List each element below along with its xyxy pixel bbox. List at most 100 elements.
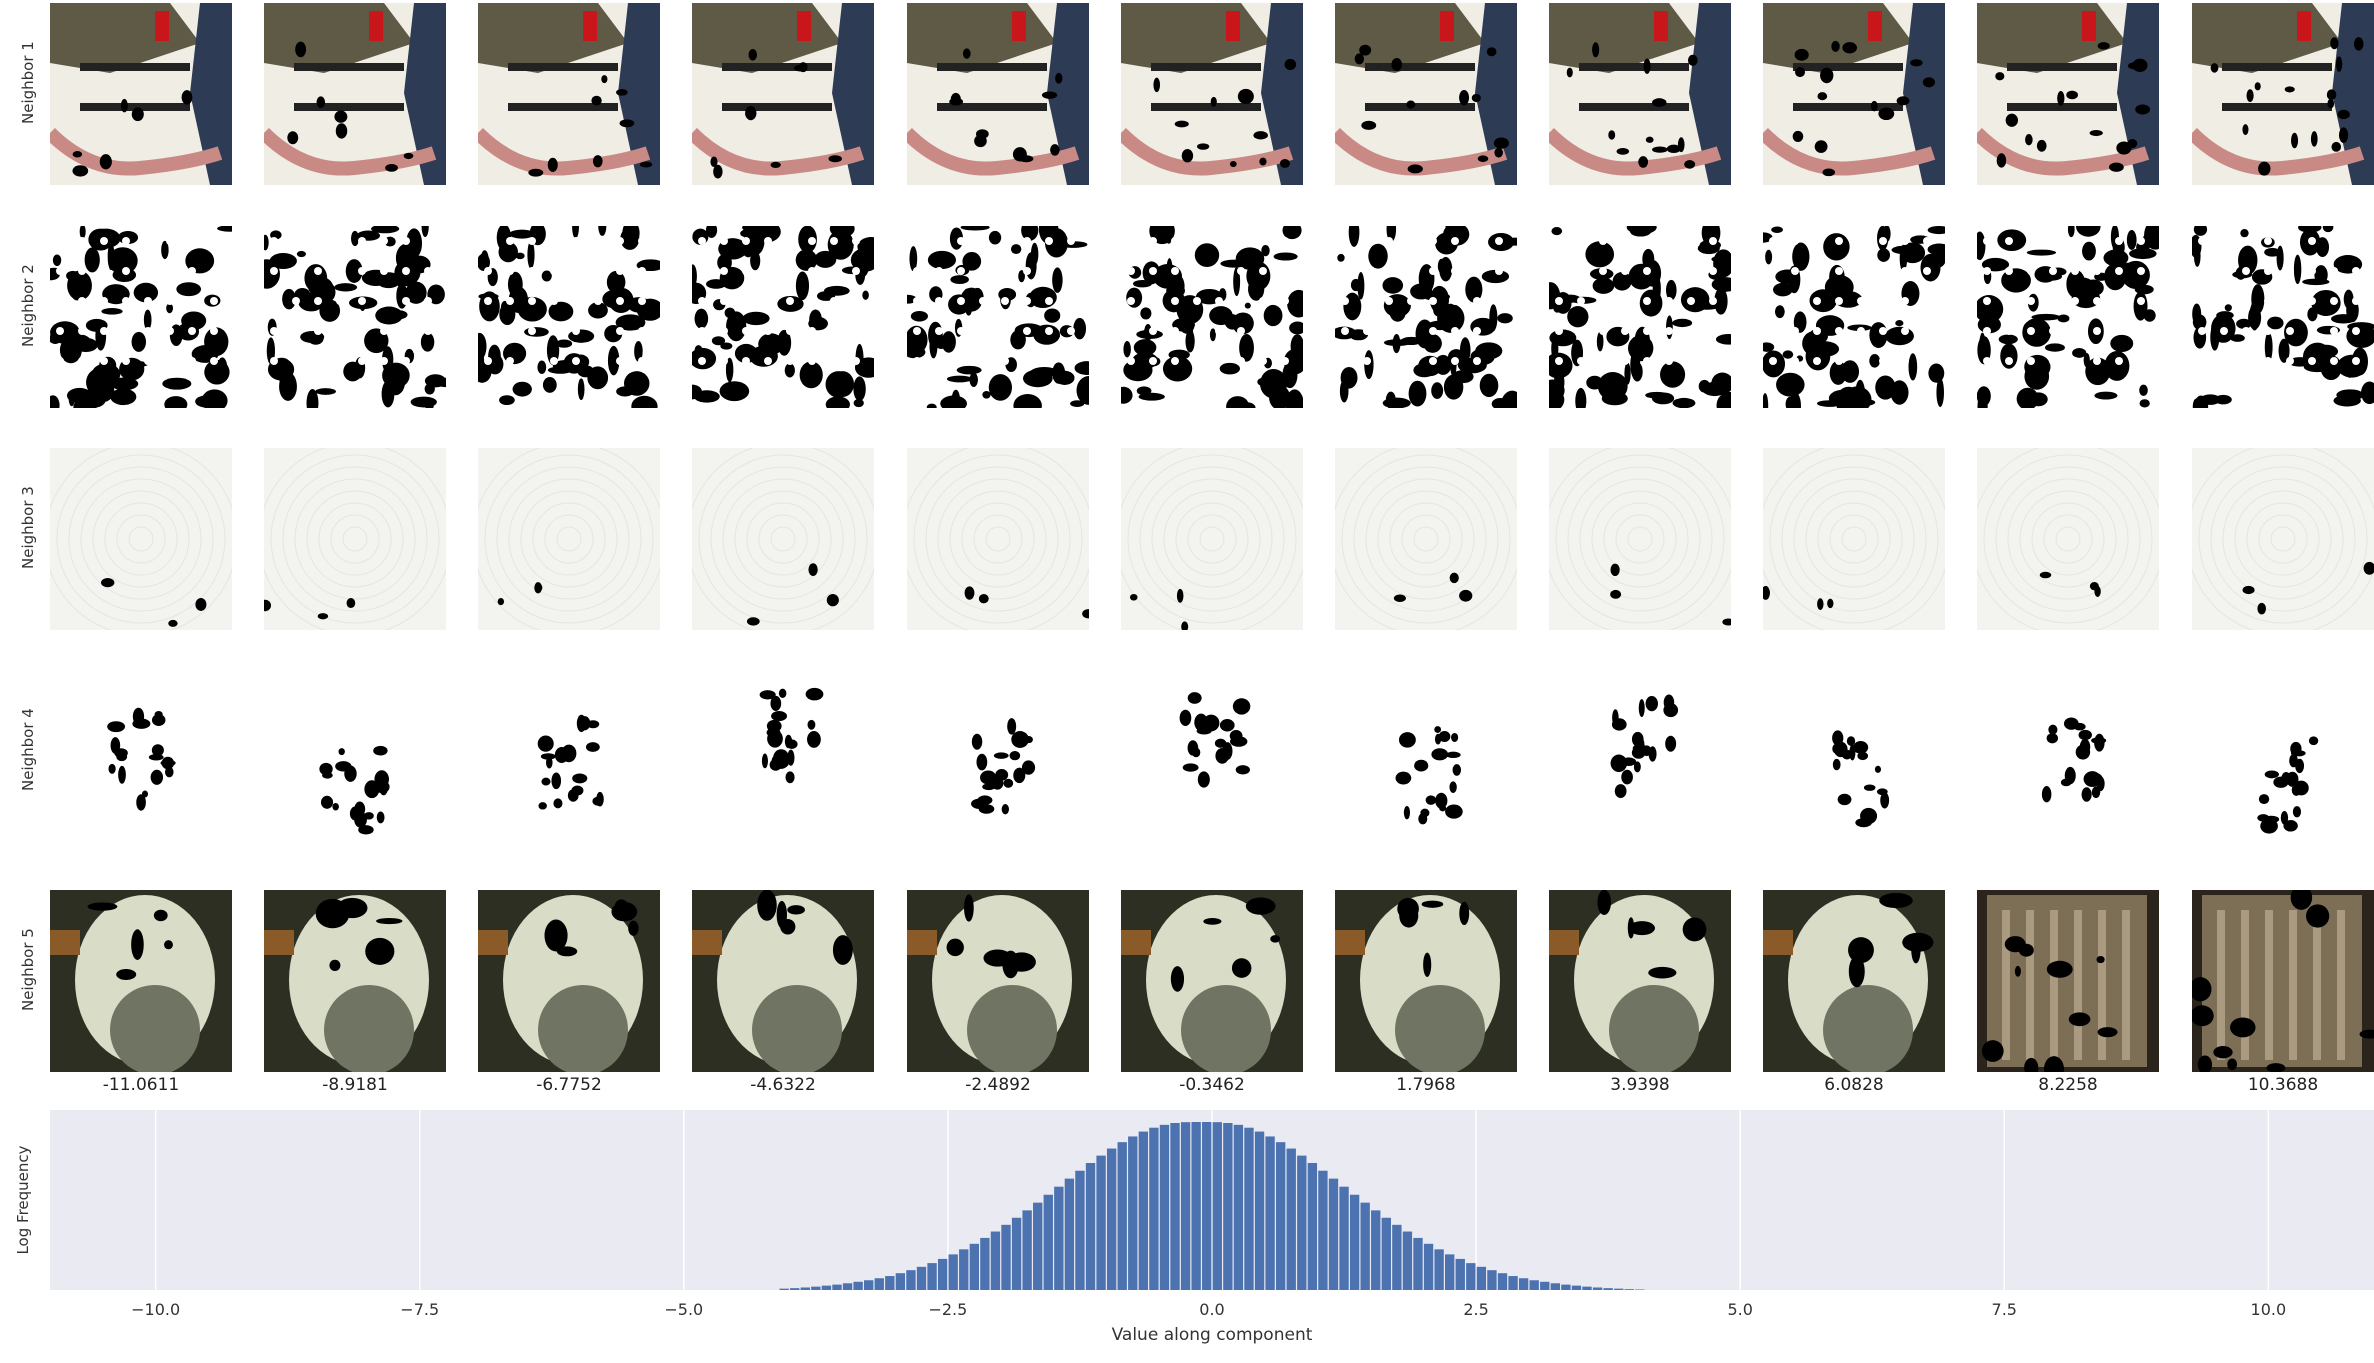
histogram-x-ticks: −10.0 −7.5 −5.0 −2.5 0.0 2.5 5.0 7.5 10.0 xyxy=(131,1300,2286,1319)
blot-pattern-icon xyxy=(50,226,232,408)
histogram-bar xyxy=(1202,1122,1212,1290)
blot-pattern-icon xyxy=(264,226,446,408)
dog-photo-icon xyxy=(1335,890,1517,1072)
histogram-bar xyxy=(1138,1131,1149,1290)
histogram-bar xyxy=(1275,1142,1286,1290)
histogram-bar xyxy=(1096,1155,1106,1290)
histogram-bar xyxy=(1075,1170,1085,1290)
histogram-bar xyxy=(1297,1155,1307,1290)
row-label: Neighbor 1 xyxy=(19,41,37,124)
cooking-photo-icon xyxy=(1121,3,1303,185)
histogram-bar xyxy=(1022,1210,1032,1290)
paper-texture-icon xyxy=(692,448,874,630)
histogram-bar xyxy=(1402,1231,1413,1290)
histogram-bar xyxy=(1244,1127,1254,1290)
x-tick-label: −7.5 xyxy=(400,1300,439,1319)
histogram-bar xyxy=(1233,1124,1244,1290)
column-value-label: 3.9398 xyxy=(1610,1075,1670,1095)
sparse-blot-icon xyxy=(50,670,232,852)
histogram-bar xyxy=(1540,1281,1550,1290)
histogram-bar xyxy=(1550,1283,1560,1290)
histogram-bar xyxy=(1349,1194,1360,1290)
histogram-bar xyxy=(1434,1249,1444,1290)
histogram-bar xyxy=(1445,1254,1455,1290)
sparse-blot-icon xyxy=(1335,670,1517,852)
paper-texture-icon xyxy=(1763,448,1945,630)
sparse-blot-icon xyxy=(1549,670,1731,852)
histogram-bar xyxy=(1423,1243,1434,1290)
histogram-bar xyxy=(1360,1202,1370,1290)
x-tick-label: −2.5 xyxy=(928,1300,967,1319)
histogram-bar xyxy=(980,1237,990,1290)
column-value-label: -0.3462 xyxy=(1179,1075,1245,1095)
y-axis-label: Log Frequency xyxy=(14,1145,32,1254)
blot-pattern-icon xyxy=(692,226,874,408)
x-tick-label: 7.5 xyxy=(1992,1300,2017,1319)
dog-photo-icon xyxy=(692,890,874,1072)
histogram-bar xyxy=(853,1281,863,1290)
histogram-bar xyxy=(1614,1288,1624,1290)
blot-pattern-icon xyxy=(1977,226,2159,408)
paper-texture-icon xyxy=(1549,448,1731,630)
sparse-blot-icon xyxy=(1977,670,2159,852)
histogram-bar xyxy=(832,1284,842,1290)
column-value-label: -4.6322 xyxy=(750,1075,816,1095)
histogram-bar xyxy=(1508,1276,1518,1290)
dog-photo-icon xyxy=(1121,890,1303,1072)
column-value-label: -6.7752 xyxy=(536,1075,602,1095)
column-value-label: -2.4892 xyxy=(965,1075,1031,1095)
row-label: Neighbor 2 xyxy=(19,264,37,347)
histogram-bar xyxy=(1582,1286,1592,1290)
x-tick-label: 0.0 xyxy=(1199,1300,1224,1319)
histogram-bar xyxy=(895,1273,906,1290)
histogram-bar xyxy=(1043,1194,1053,1290)
paper-texture-icon xyxy=(907,448,1089,630)
histogram-bar xyxy=(1371,1210,1381,1290)
blot-pattern-icon xyxy=(1335,226,1517,408)
row-label: Neighbor 5 xyxy=(19,928,37,1011)
blot-pattern-icon xyxy=(1763,226,1945,408)
histogram-bar xyxy=(1592,1287,1603,1290)
histogram-bar xyxy=(948,1254,958,1290)
histogram-bar xyxy=(1455,1258,1465,1290)
histogram-bar xyxy=(1212,1122,1222,1290)
histogram-bar xyxy=(1106,1148,1117,1290)
histogram-bar xyxy=(1561,1284,1571,1290)
histogram-bar xyxy=(906,1270,916,1290)
histogram-bar xyxy=(1033,1202,1043,1290)
histogram-bar xyxy=(959,1249,969,1290)
histogram-bar xyxy=(1529,1280,1539,1290)
histogram-bar xyxy=(1318,1170,1328,1290)
blot-pattern-icon xyxy=(1121,226,1303,408)
histogram-bar xyxy=(990,1231,1001,1290)
histogram-bar xyxy=(1413,1237,1423,1290)
histogram-bar xyxy=(1128,1136,1138,1290)
dog-photo-icon xyxy=(1763,890,1945,1072)
histogram-bar xyxy=(1571,1285,1582,1290)
histogram-bar xyxy=(800,1287,810,1290)
blot-pattern-icon xyxy=(2192,226,2374,408)
blot-pattern-icon xyxy=(478,226,660,408)
sparse-blot-icon xyxy=(478,670,660,852)
column-value-label: 10.3688 xyxy=(2247,1075,2319,1095)
histogram-bar xyxy=(1180,1122,1191,1290)
histogram-bar xyxy=(1476,1266,1487,1290)
sparse-blot-icon xyxy=(907,670,1089,852)
sparse-blot-icon xyxy=(1121,670,1303,852)
histogram-bar xyxy=(1191,1122,1201,1290)
histogram-bar xyxy=(779,1288,789,1290)
histogram-bar xyxy=(1064,1178,1075,1290)
column-value-label: 6.0828 xyxy=(1824,1075,1884,1095)
histogram-bar xyxy=(927,1263,937,1290)
histogram-bar xyxy=(1117,1142,1127,1290)
sparse-blot-icon xyxy=(2192,670,2374,852)
cooking-photo-icon xyxy=(1763,3,1945,185)
histogram-bar xyxy=(842,1283,853,1290)
histogram-bar xyxy=(1466,1263,1476,1290)
x-tick-label: −10.0 xyxy=(131,1300,180,1319)
paper-texture-icon xyxy=(1121,448,1303,630)
histogram-bar xyxy=(1392,1224,1402,1290)
x-axis-label: Value along component xyxy=(1112,1325,1313,1345)
histogram-bar xyxy=(1170,1123,1180,1290)
